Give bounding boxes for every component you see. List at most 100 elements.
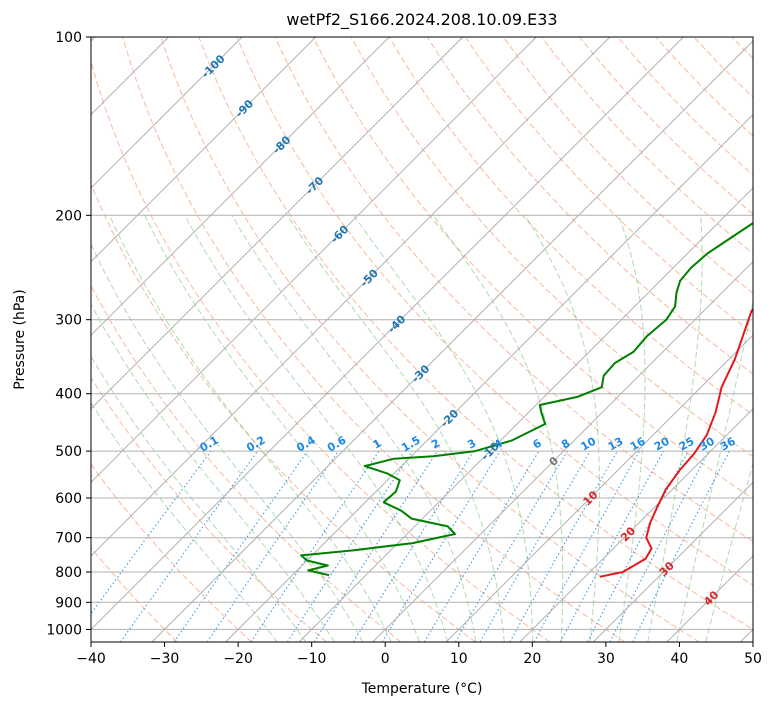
isotherm-line: [91, 37, 390, 336]
isotherm-line: [91, 37, 464, 410]
y-axis: 100 200 300 400 500 600 700 800 900 1000: [46, 30, 91, 638]
dry-adiabat-line: [198, 37, 753, 630]
mixing-ratio-line: [352, 450, 475, 642]
mixing-ratio-line: [91, 450, 212, 615]
isotherm-label: -100: [199, 52, 228, 81]
dry-adiabat-line: [693, 37, 753, 98]
x-tick-label: 40: [671, 651, 689, 667]
mixing-ratio-line: [509, 450, 618, 642]
isotherm-line: [592, 481, 753, 642]
dry-adiabat-line: [91, 182, 476, 642]
x-tick-label: −40: [76, 651, 106, 667]
chart-title: wetPf2_S166.2024.208.10.09.E33: [286, 10, 557, 30]
isotherm-line: [519, 408, 753, 642]
mixing-ratio-label: 3: [465, 437, 478, 452]
plot-frame: [90, 36, 754, 643]
mixing-ratio-line: [423, 450, 540, 642]
dry-adiabat-line: [91, 463, 253, 642]
dry-adiabat-line: [91, 59, 551, 642]
y-tick-label: 1000: [46, 622, 82, 638]
isotherm-line: [445, 334, 753, 642]
dry-adiabat-line: [160, 37, 700, 642]
x-tick-label: 20: [523, 651, 541, 667]
dry-adiabat-line: [464, 37, 753, 335]
dry-adiabat-line: [274, 37, 753, 543]
moist-adiabat-line: [286, 215, 505, 642]
moist-adiabat-line: [91, 402, 278, 642]
temperature-line: [599, 307, 753, 578]
mixing-ratio-line: [250, 450, 380, 642]
mixing-ratio-line: [381, 450, 501, 642]
y-tick-label: 100: [55, 30, 82, 46]
moist-adiabat-line: [184, 215, 449, 642]
mixing-ratio-line: [286, 450, 414, 642]
dry-adiabat-line: [312, 37, 753, 500]
mixing-ratio-line: [206, 450, 339, 642]
isotherm-line: [91, 37, 684, 631]
mixing-ratio-label: 6: [531, 436, 544, 451]
y-tick-label: 500: [55, 444, 82, 460]
dry-adiabat-line: [388, 37, 753, 416]
mixing-ratio-line: [313, 450, 438, 642]
mixing-ratio-line: [632, 450, 731, 642]
y-tick-label: 600: [55, 491, 82, 507]
y-tick-label: 400: [55, 387, 82, 403]
dry-adiabat-line: [122, 37, 625, 642]
moist-adiabat-line: [109, 215, 392, 642]
isotherm-line: [372, 260, 753, 642]
y-tick-label: 900: [55, 595, 82, 611]
y-tick-label: 800: [55, 565, 82, 581]
moist-adiabat-line: [91, 355, 307, 642]
dry-adiabat-line: [617, 37, 753, 176]
moist-adiabat-line: [91, 303, 335, 642]
mixing-ratio-line: [173, 450, 309, 642]
isotherm-line: [298, 187, 753, 642]
x-tick-label: −10: [297, 651, 327, 667]
x-axis: −40 −30 −20 −10 0 10 20 30 40 50: [76, 642, 762, 667]
y-tick-label: 700: [55, 531, 82, 547]
background-lines: [91, 37, 775, 642]
mixing-ratio-label: 2: [429, 437, 442, 452]
inner-labels: 0.1 0.2 0.4 0.6 1 1.5 2 3 4 6 8 10 13 16 20 25 30 3601020…: [198, 52, 738, 608]
isotherm-line: [225, 113, 753, 642]
dry-adiabat-line: [350, 37, 753, 458]
isotherm-line: [91, 37, 537, 484]
mixing-ratio-line: [560, 450, 665, 642]
dry-adiabat-line: [426, 37, 753, 375]
dry-adiabat-line: [655, 37, 753, 137]
isotherm-line: [151, 40, 753, 642]
isotherm-line: [91, 37, 317, 263]
dewpoint-line: [300, 221, 753, 577]
moist-adiabat-line: [432, 215, 564, 642]
x-tick-label: 10: [450, 651, 468, 667]
dry-adiabat-line: [91, 376, 327, 642]
isotherm-line: [666, 555, 753, 642]
isotherm-line: [91, 37, 243, 189]
moist-adiabat-line: [617, 215, 646, 642]
moist-adiabat-line: [705, 461, 753, 642]
dry-adiabat-line: [236, 37, 753, 586]
isotherm-label: -60: [328, 222, 351, 245]
x-axis-label: Temperature (°C): [361, 681, 483, 697]
moist-adiabat-line: [144, 215, 420, 642]
moist-adiabat-line: [676, 298, 753, 642]
x-tick-label: 30: [597, 651, 615, 667]
isotherm-line: [91, 37, 611, 557]
x-tick-label: −20: [223, 651, 253, 667]
mixing-ratio-line: [119, 450, 259, 642]
moist-adiabat-line: [91, 242, 364, 642]
y-axis-label: Pressure (hPa): [12, 289, 28, 389]
y-tick-label: 300: [55, 313, 82, 329]
moist-adiabat-line: [353, 215, 534, 642]
moist-adiabat-line: [647, 215, 703, 642]
y-tick-label: 200: [55, 208, 82, 224]
series-layer: [300, 221, 753, 578]
x-tick-label: −30: [150, 651, 180, 667]
dry-adiabat-line: [91, 546, 178, 642]
moist-adiabat-line: [524, 215, 600, 642]
dry-adiabat-line: [770, 37, 775, 642]
x-tick-label: 50: [744, 651, 762, 667]
grid-lines: [91, 37, 753, 642]
mixing-ratio-line: [533, 450, 640, 642]
